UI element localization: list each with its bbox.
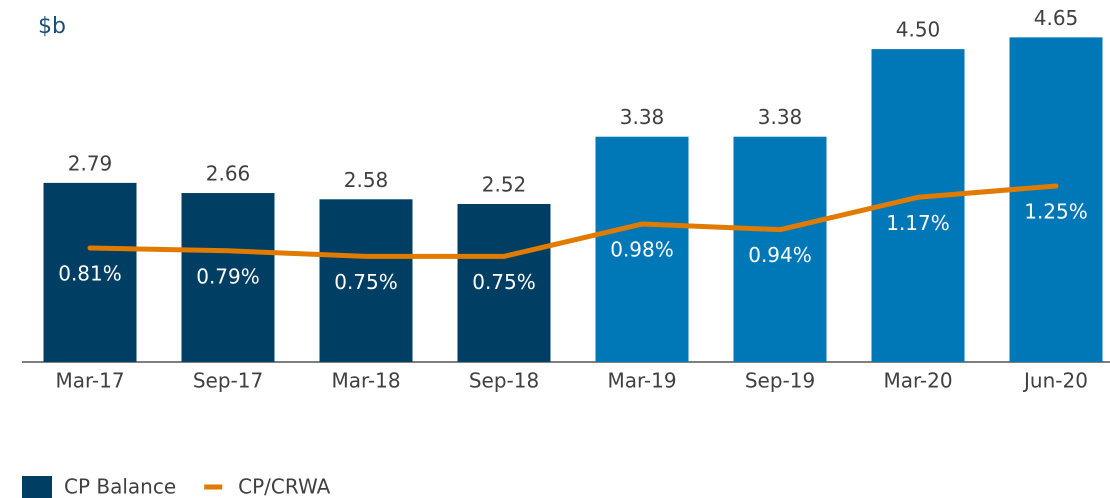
bar-value-label: 3.38 bbox=[758, 105, 803, 129]
line-value-label: 0.98% bbox=[610, 238, 674, 262]
line-value-label: 1.17% bbox=[886, 211, 950, 235]
legend-label: CP Balance bbox=[64, 475, 176, 498]
bar bbox=[1009, 37, 1103, 362]
line-value-label: 0.75% bbox=[334, 270, 398, 294]
bar-value-label: 4.65 bbox=[1034, 6, 1079, 30]
bar-value-label: 2.66 bbox=[206, 162, 251, 186]
line-value-label: 0.94% bbox=[748, 243, 812, 267]
bar bbox=[43, 182, 137, 362]
legend-label: CP/CRWA bbox=[238, 475, 330, 498]
bar bbox=[733, 136, 827, 362]
x-tick-label: Mar-18 bbox=[331, 369, 400, 393]
legend-swatch bbox=[22, 476, 52, 498]
bar bbox=[595, 136, 689, 362]
bar-value-label: 4.50 bbox=[896, 18, 941, 42]
x-tick-label: Sep-19 bbox=[745, 369, 815, 393]
bar-value-label: 2.52 bbox=[482, 172, 527, 196]
bar bbox=[319, 199, 413, 362]
bar-value-label: 2.79 bbox=[68, 151, 113, 175]
line-value-label: 0.75% bbox=[472, 270, 536, 294]
bar bbox=[457, 203, 551, 362]
bar bbox=[181, 193, 275, 362]
line bbox=[87, 183, 1059, 259]
x-tick-label: Jun-20 bbox=[1022, 369, 1088, 393]
x-tick-label: Mar-20 bbox=[883, 369, 952, 393]
x-tick-label: Mar-17 bbox=[55, 369, 124, 393]
x-tick-label: Sep-18 bbox=[469, 369, 539, 393]
bar-value-label: 3.38 bbox=[620, 105, 665, 129]
line-value-label: 1.25% bbox=[1024, 200, 1088, 224]
chart-title: $b bbox=[38, 14, 66, 39]
x-tick-label: Sep-17 bbox=[193, 369, 263, 393]
bar-value-label: 2.58 bbox=[344, 168, 389, 192]
line-value-label: 0.81% bbox=[58, 261, 122, 285]
x-tick-label: Mar-19 bbox=[607, 369, 676, 393]
line-value-label: 0.79% bbox=[196, 264, 260, 288]
